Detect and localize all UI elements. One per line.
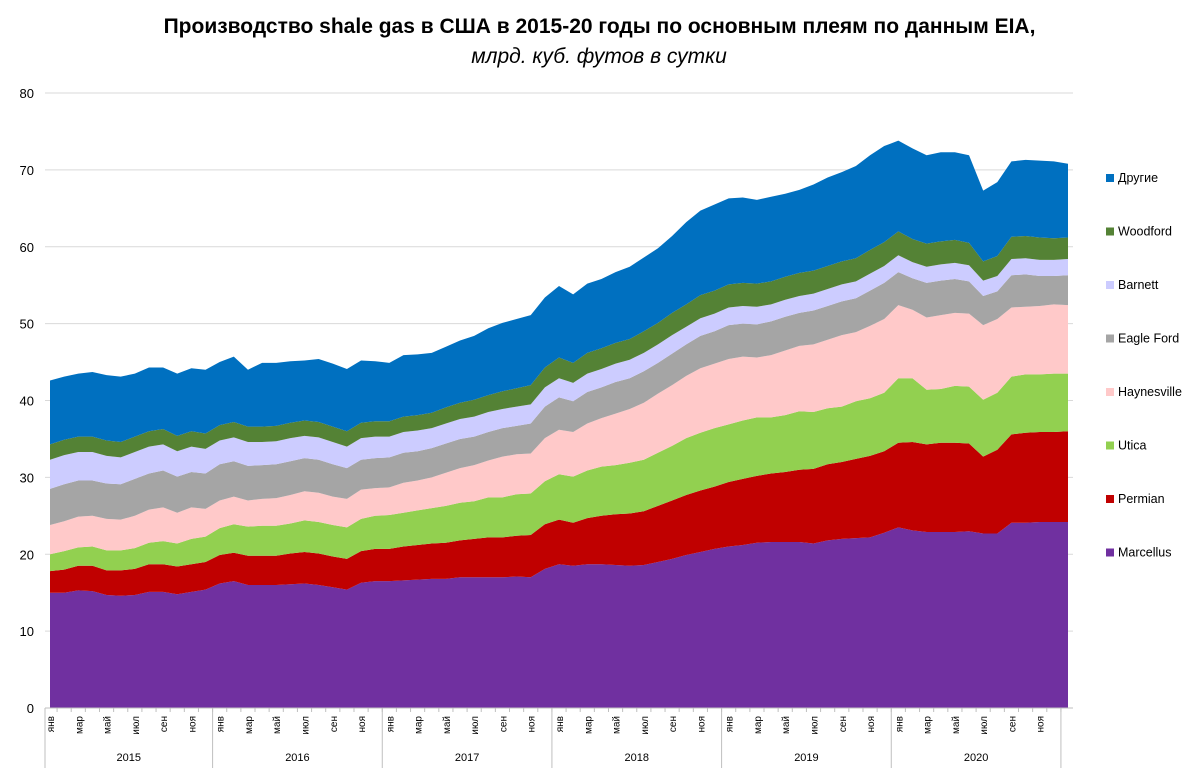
x-tick-label: май — [103, 716, 114, 734]
x-tick-label: июл — [301, 716, 312, 735]
legend-label: Barnett — [1118, 278, 1159, 292]
legend-label: Другие — [1118, 171, 1158, 185]
x-tick-label: янв — [725, 716, 736, 732]
x-tick-label: май — [951, 716, 962, 734]
year-label: 2018 — [625, 752, 649, 764]
x-tick-label: мар — [244, 716, 255, 734]
x-tick-label: мар — [753, 716, 764, 734]
area-Haynesville — [50, 304, 1068, 555]
x-tick-label: сен — [498, 716, 509, 732]
y-tick-label: 60 — [20, 240, 34, 255]
x-tick-label: янв — [555, 716, 566, 732]
legend-label: Woodford — [1118, 225, 1172, 239]
x-tick-label: май — [781, 716, 792, 734]
x-tick-label: мар — [74, 716, 85, 734]
x-tick-label: июл — [640, 716, 651, 735]
x-tick-label: июл — [979, 716, 990, 735]
year-label: 2017 — [455, 752, 479, 764]
x-tick-label: мар — [583, 716, 594, 734]
legend-swatch — [1106, 174, 1114, 182]
legend-label: Haynesville — [1118, 385, 1182, 399]
legend-label: Utica — [1118, 439, 1147, 453]
x-tick-label: ноя — [696, 716, 707, 733]
chart-title: Производство shale gas в США в 2015-20 г… — [163, 15, 1036, 38]
x-tick-label: янв — [46, 716, 57, 732]
y-tick-label: 0 — [27, 701, 34, 716]
x-tick-label: мар — [414, 716, 425, 734]
x-tick-label: мар — [923, 716, 934, 734]
y-tick-label: 20 — [20, 547, 34, 562]
legend-swatch — [1106, 388, 1114, 396]
legend-swatch — [1106, 281, 1114, 289]
legend-label: Eagle Ford — [1118, 332, 1179, 346]
x-tick-label: июл — [131, 716, 142, 735]
area-Permian — [50, 431, 1068, 596]
area-Woodford — [50, 231, 1068, 460]
legend-swatch — [1106, 495, 1114, 503]
x-tick-label: сен — [329, 716, 340, 732]
area-Marcellus — [50, 521, 1068, 708]
x-tick-label: янв — [894, 716, 905, 732]
x-tick-label: ноя — [527, 716, 538, 733]
x-tick-label: янв — [385, 716, 396, 732]
area-Utica — [50, 373, 1068, 572]
x-tick-label: май — [442, 716, 453, 734]
y-tick-label: 10 — [20, 624, 34, 639]
x-tick-label: сен — [1007, 716, 1018, 732]
x-tick-label: сен — [668, 716, 679, 732]
x-tick-label: янв — [216, 716, 227, 732]
legend-label: Marcellus — [1118, 546, 1172, 560]
legend-swatch — [1106, 334, 1114, 343]
y-tick-label: 70 — [20, 163, 34, 178]
legend-swatch — [1106, 548, 1114, 557]
x-tick-label: ноя — [1036, 716, 1047, 733]
x-tick-label: май — [612, 716, 623, 734]
year-label: 2016 — [285, 752, 309, 764]
area-Eagle Ford — [50, 272, 1068, 526]
y-tick-label: 30 — [20, 470, 34, 485]
x-tick-label: июл — [810, 716, 821, 735]
x-tick-label: сен — [838, 716, 849, 732]
y-tick-label: 50 — [20, 317, 34, 332]
area-Barnett — [50, 255, 1068, 489]
x-tick-label: сен — [159, 716, 170, 732]
year-label: 2019 — [794, 752, 818, 764]
y-tick-label: 80 — [20, 86, 34, 101]
chart-title-block: Производство shale gas в США в 2015-20 г… — [0, 12, 1198, 72]
legend-swatch — [1106, 227, 1114, 236]
chart-subtitle: млрд. куб. футов в сутки — [471, 45, 727, 68]
area-Другие — [50, 140, 1068, 445]
legend-swatch — [1106, 441, 1114, 450]
year-label: 2020 — [964, 752, 988, 764]
x-tick-label: ноя — [187, 716, 198, 733]
year-label: 2015 — [117, 752, 141, 764]
x-tick-label: июл — [470, 716, 481, 735]
legend-label: Permian — [1118, 492, 1165, 506]
y-tick-label: 40 — [20, 394, 34, 409]
x-tick-label: ноя — [866, 716, 877, 733]
x-tick-label: ноя — [357, 716, 368, 733]
x-tick-label: май — [272, 716, 283, 734]
